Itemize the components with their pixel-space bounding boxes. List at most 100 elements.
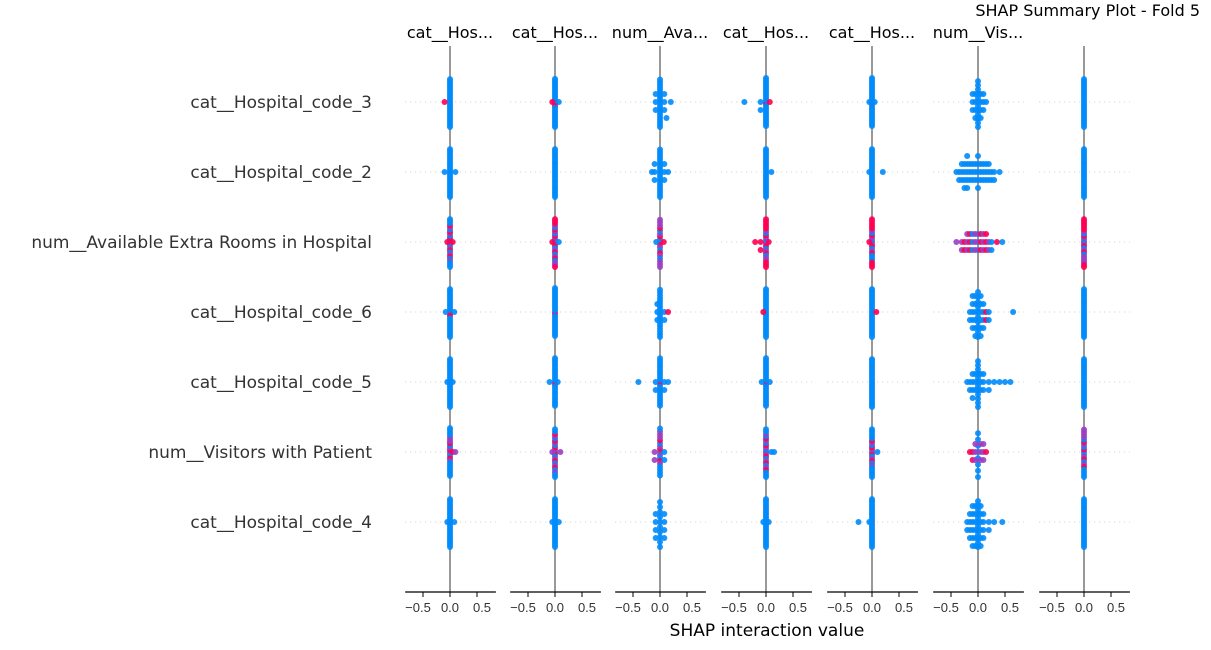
data-point bbox=[975, 153, 981, 159]
data-point bbox=[657, 286, 663, 293]
data-point bbox=[1081, 76, 1087, 83]
x-tick-label: 0.0 bbox=[651, 600, 669, 615]
data-point bbox=[652, 99, 659, 105]
data-point bbox=[661, 387, 668, 393]
panel-4: cat__Hos... −0.5 0.0 0.5 bbox=[721, 23, 812, 615]
data-point bbox=[552, 402, 558, 409]
data-point bbox=[983, 231, 990, 237]
data-point bbox=[869, 216, 875, 223]
data-point bbox=[447, 76, 453, 83]
data-point bbox=[975, 366, 981, 373]
data-point bbox=[652, 527, 659, 533]
data-point bbox=[972, 441, 979, 447]
x-tick-label: −0.5 bbox=[933, 600, 959, 615]
data-point bbox=[651, 449, 658, 455]
data-point bbox=[760, 519, 767, 525]
data-point bbox=[652, 535, 659, 541]
data-point bbox=[442, 309, 449, 315]
data-point bbox=[1081, 216, 1087, 223]
feature-label: cat__Hospital_code_3 bbox=[190, 93, 372, 113]
data-point bbox=[763, 355, 769, 362]
data-point bbox=[447, 216, 453, 223]
data-point bbox=[552, 544, 558, 550]
data-point bbox=[660, 239, 667, 245]
data-point bbox=[972, 527, 979, 533]
data-point bbox=[980, 91, 987, 97]
panel-3: num__Ava... −0.5 0.0 0.5 bbox=[612, 23, 708, 615]
data-point bbox=[752, 239, 759, 245]
data-point bbox=[661, 457, 668, 463]
data-point bbox=[661, 519, 668, 525]
data-point bbox=[447, 146, 453, 153]
data-point bbox=[964, 153, 971, 159]
data-point bbox=[441, 99, 448, 105]
x-tick-label: 0.0 bbox=[1075, 600, 1093, 615]
data-point bbox=[763, 544, 769, 550]
x-tick-label: 0.5 bbox=[1107, 600, 1125, 615]
data-point bbox=[975, 82, 981, 89]
x-tick-label: 0.5 bbox=[789, 600, 807, 615]
data-point bbox=[555, 239, 562, 245]
data-point bbox=[972, 535, 979, 541]
feature-label: cat__Hospital_code_2 bbox=[190, 163, 372, 183]
data-point bbox=[657, 355, 663, 362]
data-point bbox=[661, 107, 668, 113]
data-point bbox=[985, 519, 992, 525]
data-point bbox=[657, 194, 663, 200]
data-point bbox=[549, 239, 556, 245]
data-point bbox=[1081, 264, 1087, 270]
data-point bbox=[869, 146, 875, 153]
data-point bbox=[866, 519, 873, 525]
data-point bbox=[657, 402, 663, 409]
data-point bbox=[552, 355, 558, 362]
x-tick-label: 0.5 bbox=[683, 600, 701, 615]
data-point bbox=[765, 519, 772, 525]
data-point bbox=[763, 402, 769, 409]
data-point bbox=[757, 239, 764, 245]
data-point bbox=[972, 161, 979, 167]
data-point bbox=[652, 511, 659, 517]
data-point bbox=[983, 99, 990, 105]
data-point bbox=[985, 317, 992, 323]
data-point bbox=[975, 399, 981, 406]
data-point bbox=[654, 309, 661, 315]
data-point bbox=[657, 216, 663, 223]
data-point bbox=[975, 119, 981, 126]
data-point bbox=[972, 301, 979, 307]
data-point bbox=[975, 467, 981, 474]
data-point bbox=[557, 449, 564, 455]
data-point bbox=[766, 379, 773, 385]
data-point bbox=[996, 379, 1003, 385]
data-point bbox=[549, 449, 556, 455]
x-tick-label: −0.5 bbox=[510, 600, 536, 615]
data-point bbox=[975, 430, 981, 437]
data-point bbox=[980, 535, 987, 541]
data-point bbox=[552, 496, 558, 503]
data-point bbox=[869, 496, 875, 503]
data-point bbox=[972, 379, 979, 385]
data-point bbox=[975, 185, 981, 191]
data-point bbox=[972, 231, 979, 237]
x-tick-label: −0.5 bbox=[405, 600, 431, 615]
data-point bbox=[552, 264, 558, 270]
data-point bbox=[975, 86, 981, 93]
x-axis-label: SHAP interaction value bbox=[670, 621, 865, 641]
data-point bbox=[452, 169, 459, 175]
data-point bbox=[980, 325, 987, 331]
data-point bbox=[972, 503, 979, 509]
data-point bbox=[972, 333, 979, 339]
data-point bbox=[980, 371, 987, 377]
data-point bbox=[874, 449, 881, 455]
data-point bbox=[651, 177, 658, 183]
data-point bbox=[444, 519, 451, 525]
x-tick-label: 0.0 bbox=[969, 600, 987, 615]
data-point bbox=[866, 169, 873, 175]
panel-title: num__Ava... bbox=[612, 23, 708, 43]
data-point bbox=[757, 247, 764, 253]
data-point bbox=[661, 527, 668, 533]
data-point bbox=[1081, 194, 1087, 200]
data-point bbox=[760, 309, 767, 315]
data-point bbox=[763, 334, 769, 340]
data-point bbox=[985, 527, 992, 533]
data-point bbox=[977, 543, 984, 549]
